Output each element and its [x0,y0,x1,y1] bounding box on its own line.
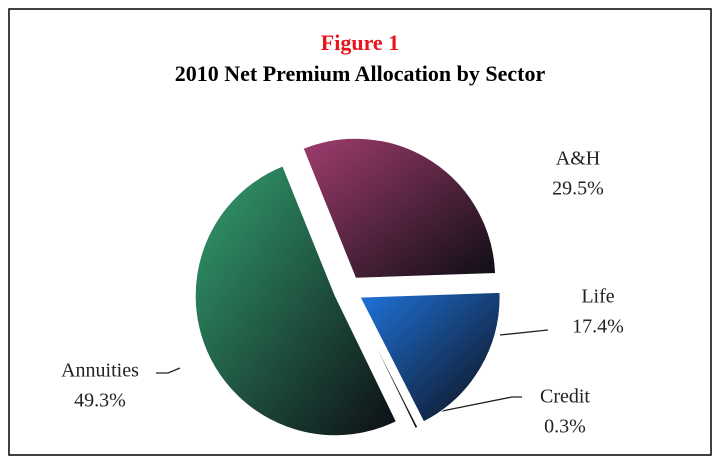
pie-slice [353,302,419,430]
slice-label: Credit [540,386,590,408]
leader-line [499,329,549,336]
leader-line [156,367,181,374]
pie-slice [194,165,398,437]
slice-value-label: 49.3% [74,390,126,412]
slice-label: A&H [556,148,600,170]
pie-slice [302,137,497,279]
slice-value-label: 17.4% [572,316,624,338]
chart-title: Figure 1 [321,30,399,55]
leader-line [431,396,522,414]
chart-subtitle: 2010 Net Premium Allocation by Sector [175,61,546,86]
slice-label: Life [581,286,614,308]
slice-value-label: 29.5% [552,178,604,200]
slice-value-label: 0.3% [544,416,586,438]
slice-label: Annuities [61,360,139,382]
pie-slice [359,291,501,423]
